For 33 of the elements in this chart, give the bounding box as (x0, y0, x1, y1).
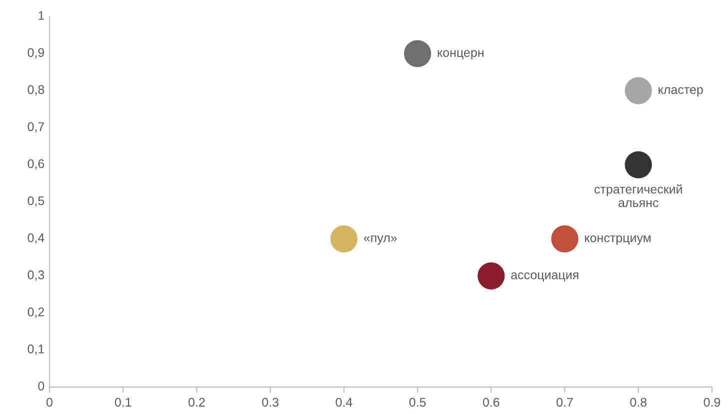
series-label: стратегический альянс (594, 184, 682, 208)
x-tick-label: 0.2 (188, 398, 205, 407)
y-tick-label: 0,5 (28, 196, 44, 207)
y-tick-label: 0 (38, 382, 44, 390)
y-tick-label: 0,8 (28, 85, 44, 96)
series-label: концерн (438, 50, 484, 60)
point (624, 77, 652, 104)
x-tick-label: 0.6 (482, 398, 500, 407)
y-tick-label: 0,3 (28, 270, 44, 281)
x-tick-label: 0.5 (409, 398, 426, 407)
series-label: кластер (658, 87, 703, 96)
x-tick-label: 0.1 (114, 398, 132, 407)
point (551, 225, 578, 252)
y-tick-label: 0,7 (28, 122, 44, 133)
y-tick-label: 0,1 (28, 344, 44, 355)
y-tick-label: 0,4 (28, 233, 44, 244)
x-tick-label: 0.7 (556, 398, 573, 407)
x-tick-label: 0.8 (630, 398, 647, 407)
y-tick-label: 0,6 (28, 159, 44, 170)
x-tick-label: 0.3 (262, 398, 278, 407)
point (330, 225, 358, 252)
point (478, 262, 505, 290)
y-tick-label: 1 (38, 11, 44, 20)
x-tick-label: 0.4 (336, 398, 352, 407)
x-tick-label: 0.9 (704, 398, 720, 407)
point (404, 40, 432, 68)
y-tick-label: 0,2 (28, 307, 44, 318)
series-label: ассоциация (511, 272, 578, 282)
y-tick-label: 0,9 (28, 48, 44, 58)
point (624, 151, 652, 178)
series-label: констрциум (585, 235, 651, 245)
x-tick-label: 0 (46, 398, 52, 407)
series-label: «пул» (364, 236, 397, 245)
